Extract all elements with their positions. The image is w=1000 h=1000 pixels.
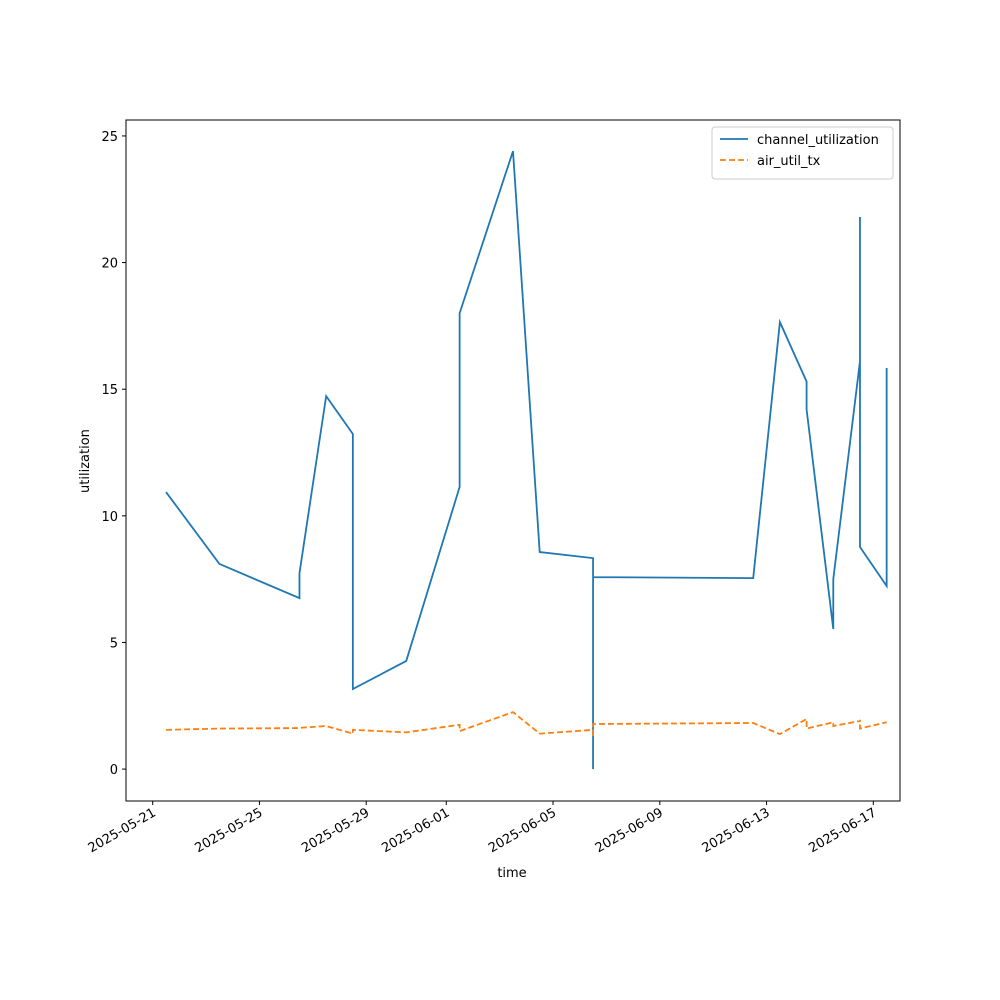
y-tick-label: 10 bbox=[101, 510, 118, 525]
series-line bbox=[166, 711, 887, 738]
legend: channel_utilization air_util_tx bbox=[711, 126, 894, 180]
legend-label: channel_utilization bbox=[757, 133, 879, 148]
y-tick-label: 25 bbox=[101, 130, 118, 145]
y-tick-label: 20 bbox=[101, 257, 118, 272]
y-tick-label: 0 bbox=[110, 763, 118, 778]
legend-frame bbox=[711, 126, 894, 180]
plot-frame bbox=[125, 119, 901, 802]
y-axis-label: utilization bbox=[78, 429, 93, 493]
y-tick-label: 5 bbox=[110, 636, 118, 651]
x-axis-label: time bbox=[497, 866, 526, 881]
series-line bbox=[165, 150, 888, 770]
y-tick-label: 15 bbox=[101, 383, 118, 398]
legend-label: air_util_tx bbox=[757, 154, 821, 169]
